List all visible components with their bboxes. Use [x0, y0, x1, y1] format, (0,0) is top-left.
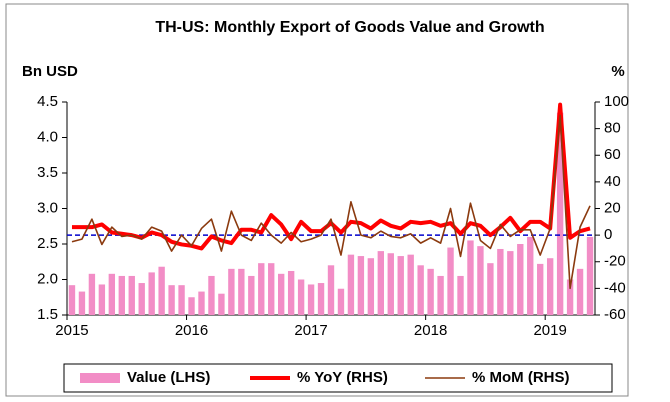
bar: [437, 275, 444, 315]
bar: [178, 285, 185, 315]
legend-swatch: [80, 373, 120, 383]
bar: [68, 285, 76, 315]
legend-label: % YoY (RHS): [297, 369, 388, 386]
y-tick-label: 1.5: [37, 306, 58, 323]
x-tick-label: 2017: [294, 322, 327, 339]
bar: [357, 256, 365, 315]
bar: [287, 270, 295, 315]
bar: [238, 268, 245, 315]
bar: [477, 246, 484, 315]
bar: [397, 256, 404, 315]
x-tick-label: 2015: [55, 322, 88, 339]
bar: [327, 265, 335, 315]
x-tick-label: 2019: [533, 322, 566, 339]
bar: [248, 275, 255, 315]
bar: [188, 297, 195, 315]
bar: [297, 279, 305, 315]
bar: [88, 273, 96, 315]
bar: [407, 254, 414, 315]
chart-frame: [5, 3, 629, 397]
bar: [367, 258, 375, 315]
y2-tick-label: -60: [604, 306, 626, 323]
bar: [138, 283, 145, 315]
bar: [208, 275, 215, 315]
x-tick-label: 2018: [414, 322, 447, 339]
bar: [417, 265, 424, 315]
x-tick-label: 2016: [175, 322, 208, 339]
y2-tick-label: 80: [604, 120, 621, 137]
bar: [387, 253, 394, 315]
bar: [337, 288, 345, 315]
bar: [347, 254, 355, 315]
bar: [317, 283, 325, 315]
bar: [168, 285, 175, 315]
y-tick-label: 2.0: [37, 270, 58, 287]
bar: [258, 263, 265, 315]
y-tick-label: 3.5: [37, 164, 58, 181]
bar: [457, 275, 464, 315]
bar: [158, 266, 165, 315]
y2-tick-label: 60: [604, 146, 621, 163]
y2-axis-label: %: [611, 63, 624, 80]
bar: [576, 268, 584, 315]
bar: [467, 240, 474, 315]
bar: [586, 236, 594, 315]
bar: [566, 279, 574, 315]
bar: [507, 251, 514, 315]
bar: [218, 293, 225, 315]
bar: [527, 236, 534, 315]
bar: [148, 272, 155, 315]
y2-tick-label: -20: [604, 253, 626, 270]
y2-tick-label: 40: [604, 173, 621, 190]
y2-tick-label: 100: [604, 93, 629, 110]
bar: [228, 268, 235, 315]
y2-tick-label: -40: [604, 279, 626, 296]
y-tick-label: 3.0: [37, 199, 58, 216]
line: [71, 102, 591, 251]
bar: [78, 291, 86, 315]
bar: [118, 275, 125, 315]
legend-label: Value (LHS): [127, 369, 210, 386]
bar: [108, 273, 116, 315]
bar: [307, 284, 315, 315]
bar: [278, 273, 285, 315]
bar: [517, 244, 524, 315]
y-axis-label: Bn USD: [22, 63, 78, 80]
bar: [427, 268, 434, 315]
bar: [268, 263, 275, 315]
y2-tick-label: 20: [604, 199, 621, 216]
bar: [377, 251, 384, 315]
y2-tick-label: 0: [604, 226, 612, 243]
bar: [556, 112, 564, 316]
line: [71, 114, 591, 290]
bar: [447, 247, 454, 315]
bar: [487, 263, 494, 315]
y-tick-label: 4.0: [37, 128, 58, 145]
bar: [497, 248, 504, 315]
bar: [98, 284, 106, 315]
bar: [128, 275, 135, 315]
chart-title: TH-US: Monthly Export of Goods Value and…: [155, 19, 545, 36]
y-tick-label: 2.5: [37, 235, 58, 252]
bar: [198, 291, 205, 315]
y-tick-label: 4.5: [37, 93, 58, 110]
bar: [537, 263, 544, 315]
legend-box: [63, 363, 613, 393]
bar: [546, 258, 554, 315]
legend-label: % MoM (RHS): [472, 369, 570, 386]
